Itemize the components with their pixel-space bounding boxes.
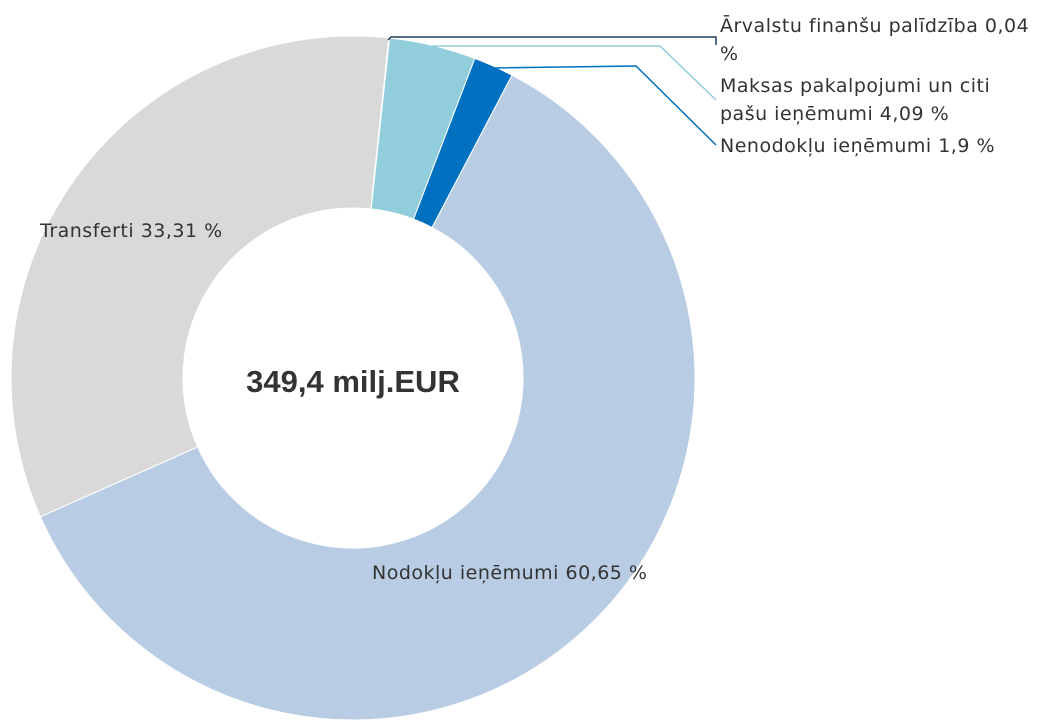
category-label: Maksas pakalpojumi un citi pašu ieņēmumi: [720, 75, 991, 125]
category-label: Ārvalstu finanšu palīdzība: [720, 15, 979, 37]
value-label: 0,04 %: [720, 15, 1030, 65]
slice: [39, 74, 696, 720]
leader-line: [493, 65, 717, 146]
slice: [10, 35, 390, 518]
value-label: 1,9 %: [938, 135, 996, 157]
value-label: 4,09 %: [879, 103, 950, 125]
slice-label: Transferti 33,31 %: [40, 217, 223, 245]
leader-line: [387, 36, 717, 45]
value-label: 33,31 %: [140, 220, 223, 242]
value-label: 60,65 %: [565, 562, 648, 584]
slice-label: Nenodokļu ieņēmumi 1,9 %: [720, 132, 1040, 160]
slice-label: Maksas pakalpojumi un citi pašu ieņēmumi…: [720, 72, 1040, 128]
slice-label: Ārvalstu finanšu palīdzība 0,04 %: [720, 12, 1040, 68]
leader-line: [432, 45, 717, 101]
category-label: Transferti: [40, 220, 135, 242]
slices: [10, 35, 696, 720]
center-label: 349,4 milj.EUR: [246, 364, 460, 399]
category-label: Nodokļu ieņēmumi: [372, 562, 559, 584]
category-label: Nenodokļu ieņēmumi: [720, 135, 932, 157]
slice-label: Nodokļu ieņēmumi 60,65 %: [372, 559, 647, 587]
